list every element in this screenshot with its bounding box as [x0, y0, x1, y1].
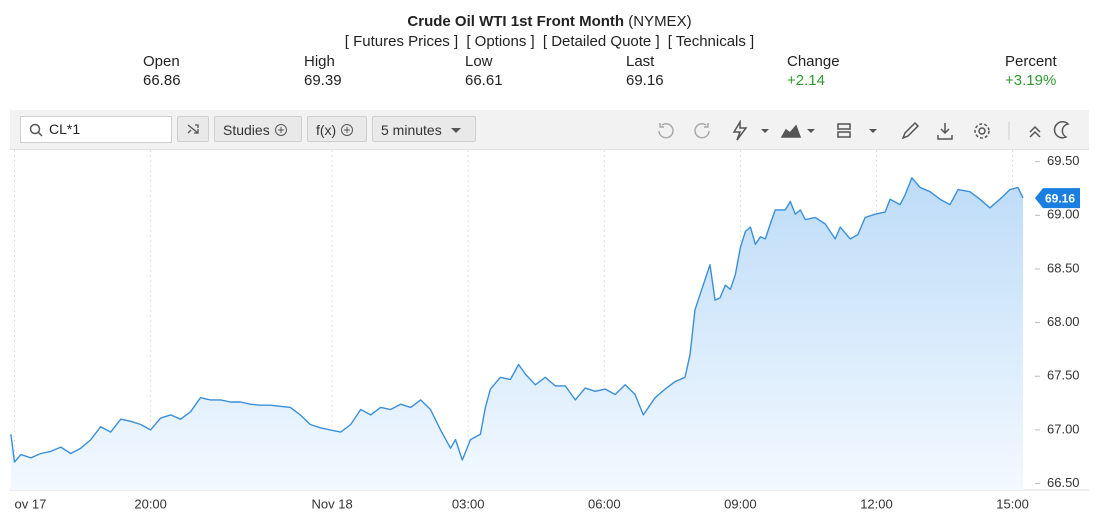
plus-icon	[274, 124, 287, 136]
compare-button[interactable]	[177, 116, 209, 142]
settings-ring	[974, 123, 990, 139]
x-tick-label: 20:00	[134, 496, 167, 511]
toolbar-icons	[658, 120, 1070, 141]
y-tick-label: 68.00	[1047, 314, 1080, 329]
x-tick-label: 03:00	[452, 496, 485, 511]
search-icon	[29, 123, 43, 137]
stat: High 69.39	[304, 52, 342, 90]
stat-label: Open	[143, 53, 180, 70]
stat: Open 66.86	[143, 52, 181, 90]
caret	[450, 128, 461, 133]
download[interactable]	[937, 123, 953, 140]
studies-button[interactable]: Studies	[214, 116, 302, 142]
x-tick-label: Nov 18	[311, 496, 352, 511]
stat-label: Low	[465, 53, 493, 70]
area	[10, 177, 1023, 491]
settings[interactable]	[978, 127, 986, 135]
x-tick-label: 06:00	[588, 496, 621, 511]
x-tick-label: 09:00	[724, 496, 757, 511]
undo[interactable]	[658, 123, 674, 139]
y-tick-label: 69.50	[1047, 153, 1080, 168]
link[interactable]: [ Detailed Quote ]	[542, 33, 660, 50]
draw[interactable]	[901, 121, 920, 140]
x-tick-label: 15:00	[996, 496, 1029, 511]
stat-value: 66.61	[465, 72, 503, 89]
stat: Low 66.61	[465, 52, 503, 90]
title: Crude Oil WTI 1st Front Month (NYMEX)	[0, 13, 1099, 30]
function-button[interactable]: f(x)	[307, 116, 367, 142]
link[interactable]: [ Technicals ]	[667, 33, 755, 50]
stat: Change +2.14	[787, 52, 840, 90]
stat-label: Percent	[1005, 53, 1057, 70]
stat-label: High	[304, 53, 335, 70]
layout-b	[837, 131, 851, 138]
layout[interactable]	[837, 123, 851, 130]
stat-value: +2.14	[787, 72, 825, 89]
events[interactable]	[732, 120, 748, 141]
plus-icon	[341, 124, 354, 136]
toolbar: CL*1 Studies f(x) 5 minutes	[10, 110, 1089, 150]
collapse[interactable]	[1029, 125, 1041, 138]
chart: ov 17 20:00 Nov 18 03:00 06:00 09:00 12:00 15:0…	[10, 150, 1089, 511]
function: f(x)	[316, 122, 337, 138]
shuffle-icon	[187, 124, 199, 134]
links: [ Futures Prices ] [ Options ] [ Detaile…	[0, 33, 1099, 50]
y-tick-label: 68.50	[1047, 260, 1080, 275]
carets	[761, 129, 877, 133]
redo[interactable]	[694, 123, 710, 139]
stat-value: +3.19%	[1005, 72, 1057, 89]
exchange: (NYMEX)	[628, 13, 692, 30]
studies: Studies	[223, 122, 270, 138]
symbol: CL*1	[49, 121, 81, 137]
interval-button[interactable]: 5 minutes	[372, 116, 476, 142]
stat: Percent +3.19%	[1005, 52, 1057, 90]
stat: Last 69.16	[626, 52, 664, 90]
undo-arrow	[659, 123, 664, 128]
title-name: Crude Oil WTI 1st Front Month	[407, 13, 625, 30]
interval: 5 minutes	[381, 122, 442, 138]
link[interactable]: [ Options ]	[466, 33, 535, 50]
symbol-input[interactable]: CL*1	[20, 116, 172, 143]
stat-value: 66.86	[143, 72, 181, 89]
last-price-marker	[1035, 188, 1080, 209]
stat-label: Change	[787, 53, 840, 70]
line	[10, 177, 1024, 463]
stat-value: 69.39	[304, 72, 342, 89]
link[interactable]: [ Futures Prices ]	[344, 33, 459, 50]
chart-type[interactable]	[780, 124, 802, 138]
x-tick-label: 12:00	[860, 496, 893, 511]
x-tick-label: ov 17	[15, 496, 47, 511]
last-price-label: 69.16	[1045, 191, 1075, 205]
redo-arrow	[704, 123, 709, 128]
y-tick-label: 69.00	[1047, 207, 1080, 222]
y-tick-label: 66.50	[1047, 475, 1080, 490]
stat-label: Last	[626, 53, 655, 70]
stat-value: 69.16	[626, 72, 664, 89]
y-tick-label: 67.00	[1047, 421, 1080, 436]
y-tick-label: 67.50	[1047, 368, 1080, 383]
theme[interactable]	[1053, 121, 1070, 139]
